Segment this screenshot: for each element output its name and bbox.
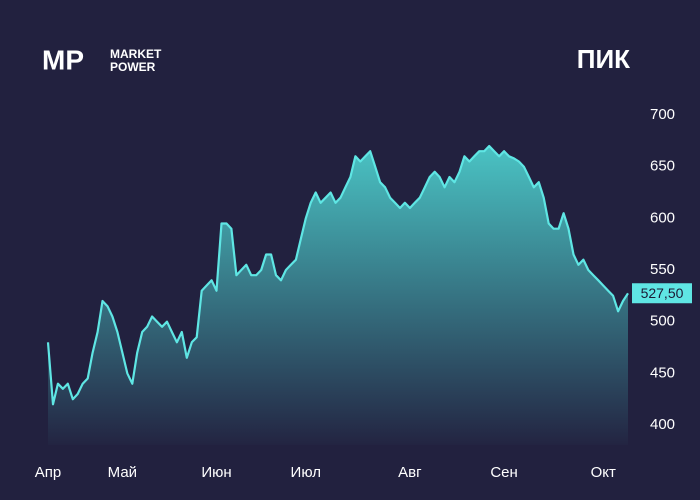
- x-tick-label: Окт: [591, 464, 616, 481]
- x-tick-label: Июл: [291, 464, 321, 481]
- y-tick-label: 700: [650, 106, 675, 123]
- x-tick-label: Сен: [490, 464, 517, 481]
- price-label: 527,50: [641, 285, 684, 301]
- logo-text: POWER: [110, 60, 156, 74]
- x-tick-label: Июн: [201, 464, 231, 481]
- area: [48, 146, 628, 445]
- x-tick-label: Авг: [398, 464, 422, 481]
- logo-mark: MP: [42, 44, 84, 75]
- price-badge: [632, 283, 692, 304]
- x-tick-label: Май: [108, 464, 137, 481]
- chart-title: ПИК: [577, 44, 630, 74]
- y-tick-label: 500: [650, 313, 675, 330]
- y-tick-label: 550: [650, 261, 675, 278]
- line: [46, 144, 629, 406]
- y-tick-label: 650: [650, 158, 675, 175]
- x-tick-label: Апр: [35, 464, 61, 481]
- y-tick-label: 450: [650, 364, 675, 381]
- logo-text: MARKET: [110, 47, 162, 61]
- y-tick-label: 600: [650, 209, 675, 226]
- y-tick-label: 400: [650, 416, 675, 433]
